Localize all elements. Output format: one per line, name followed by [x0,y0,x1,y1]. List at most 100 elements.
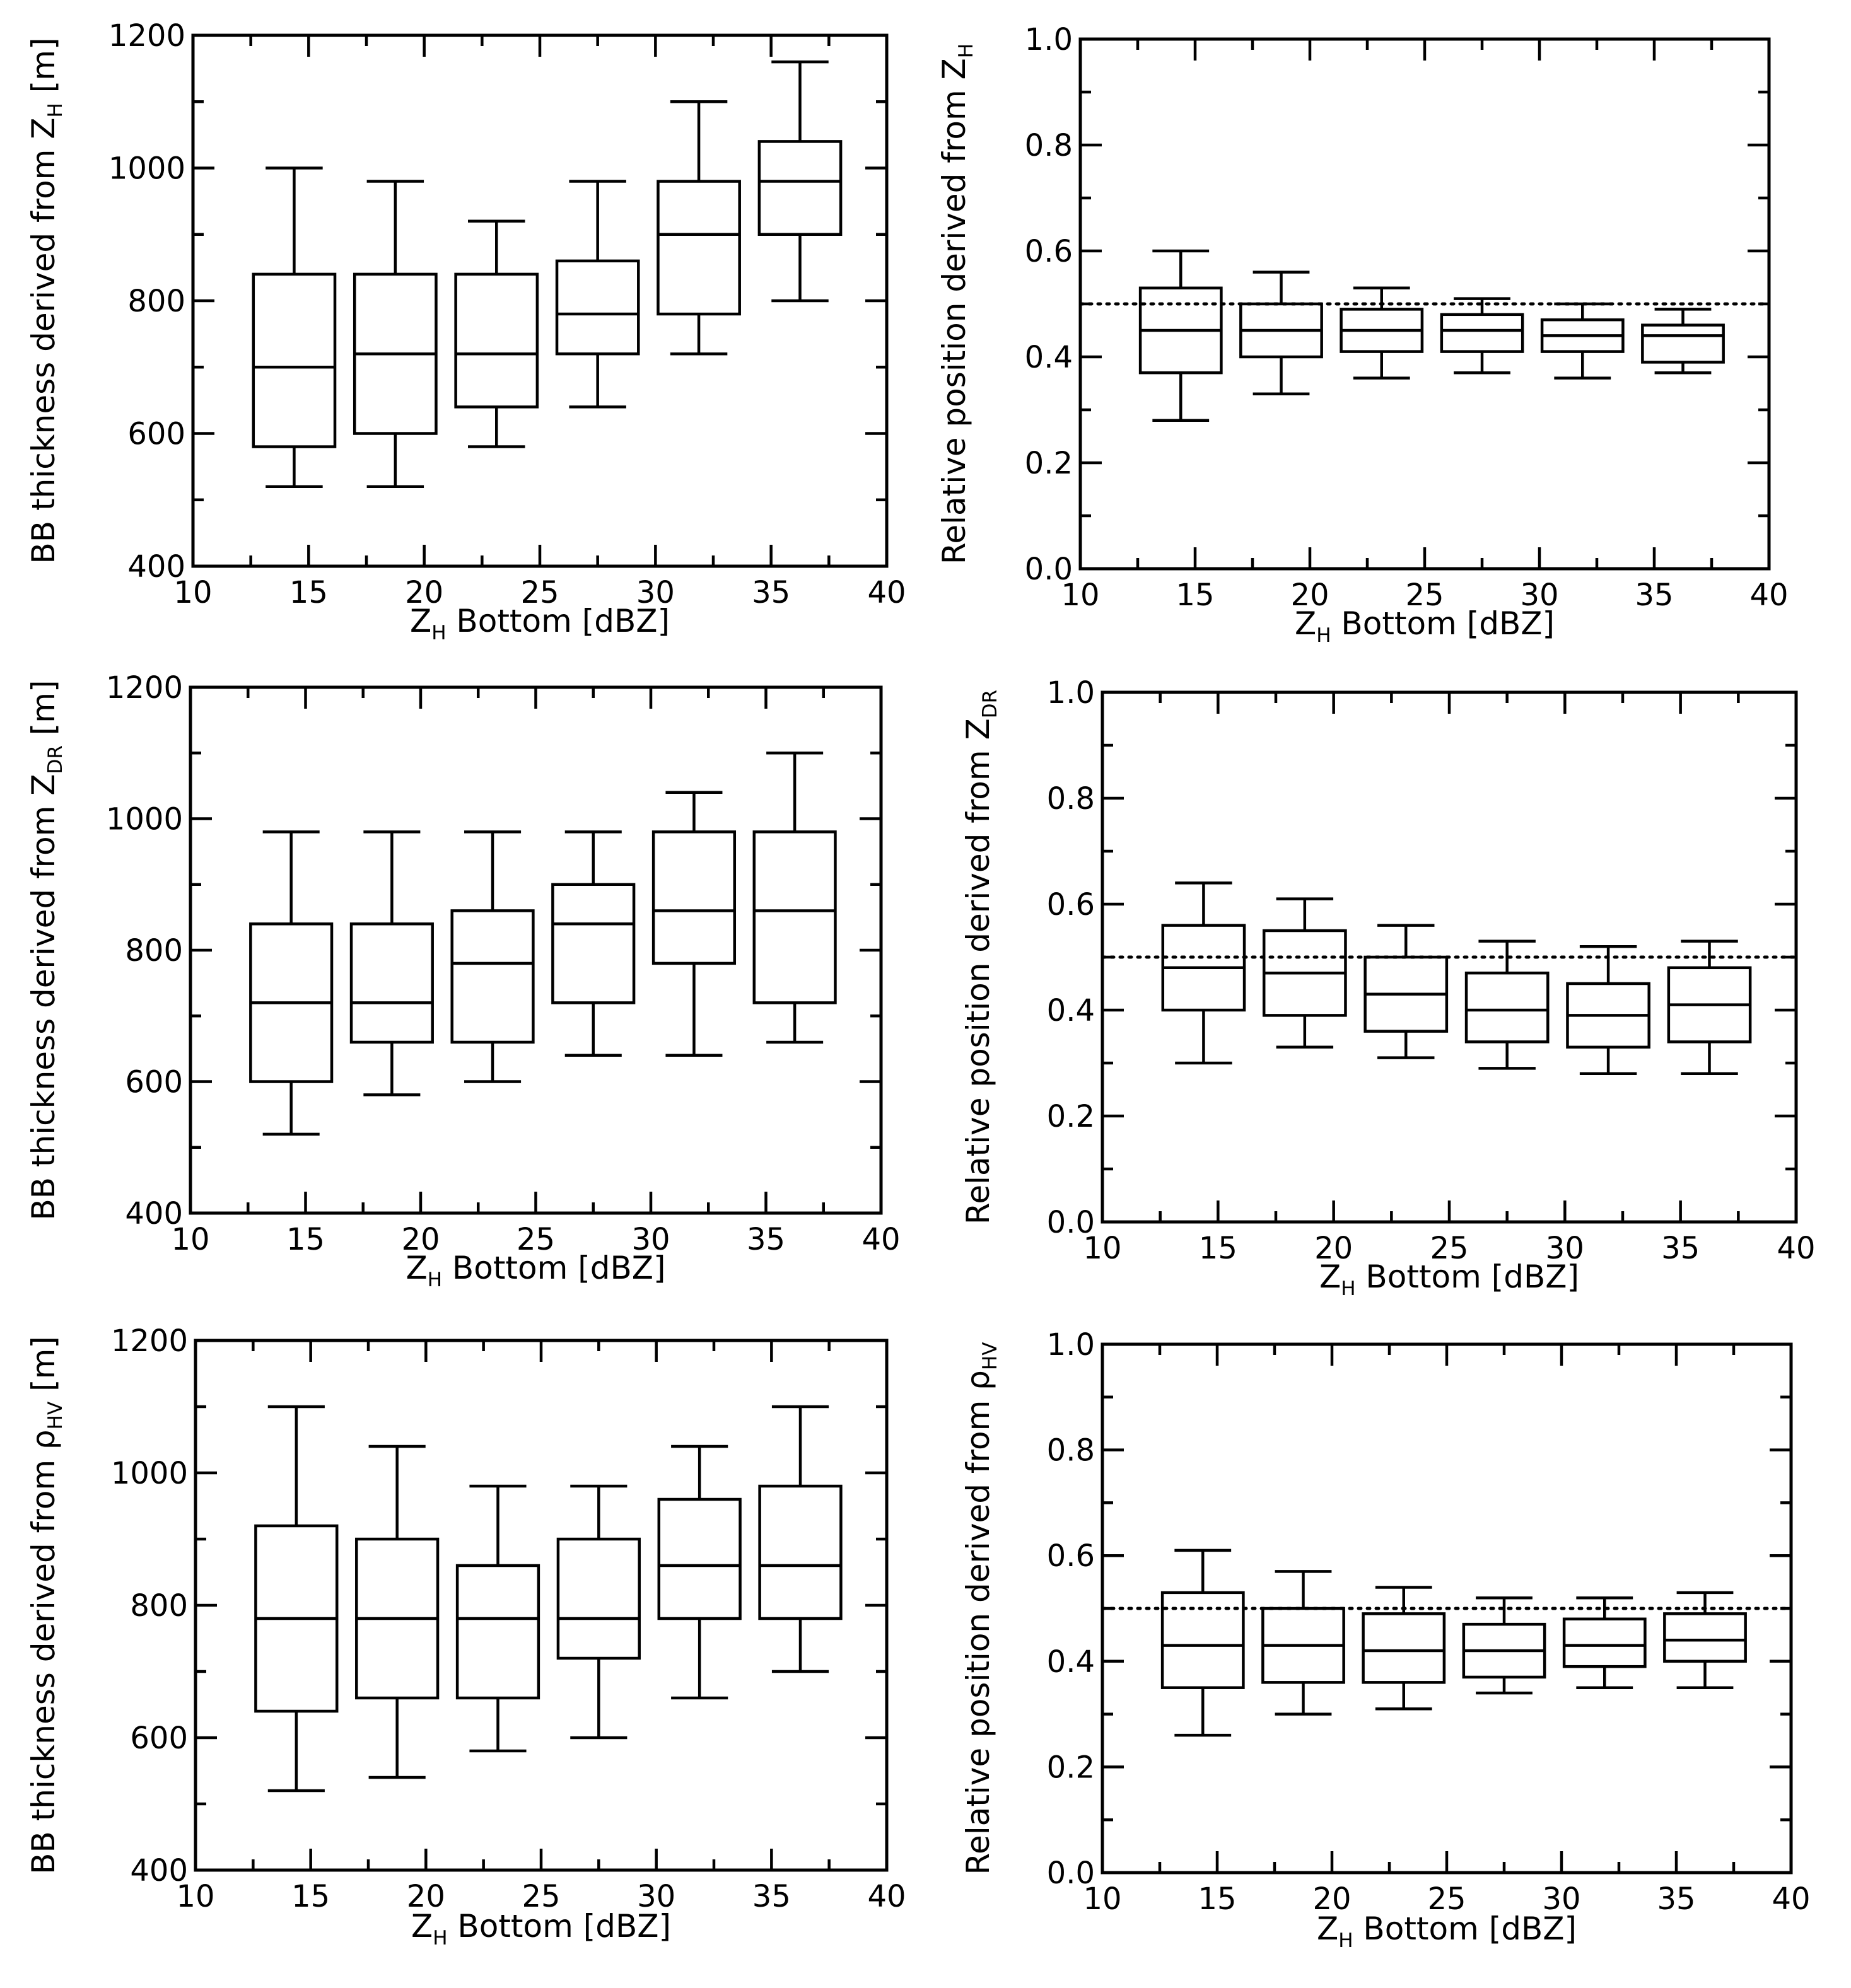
y-tick-label: 600 [125,1065,183,1100]
x-tick-label: 10 [173,575,212,610]
relative-position-zdr-panel: 0.0 0.2 0.4 0.6 0.8 1.0 10 15 20 25 30 35 40 ZH Botto… [960,675,1816,1300]
y-tick-label: 400 [127,549,185,584]
box-plot [353,180,438,488]
box-plot [758,1405,843,1673]
y-tick-label: 400 [125,1196,183,1231]
x-tick-label: 35 [1657,1881,1695,1917]
x-tick-label: 10 [1083,1231,1121,1266]
x-tick-label: 30 [1546,1231,1584,1266]
x-tick-label: 25 [522,1879,560,1914]
x-tick-label: 20 [1312,1881,1351,1917]
x-tick-label: 20 [407,1879,445,1914]
x-axis-label-unit: Bottom [dBZ] [447,603,670,639]
x-axis-label: ZH Bottom [dBZ] [406,1250,665,1291]
iqr-box [758,1484,843,1620]
y-axis-label: BB thickness derived from ZH [m] [25,38,67,564]
y-axis-label-subscript: H [955,44,978,58]
y-tick-label: 600 [130,1721,188,1756]
iqr-box [1160,1591,1245,1689]
y-tick-label: 800 [127,284,185,319]
y-tick-label: 0.0 [1025,552,1073,587]
y-axis-label-subscript: H [44,103,67,117]
y-axis-label: Relative position derived from ZH [936,44,978,564]
x-tick-label: 20 [1314,1231,1353,1266]
box-plot [1464,939,1550,1070]
x-axis-label-subscript: H [433,1927,447,1950]
box-plot [1440,297,1524,375]
y-tick-label: 800 [130,1588,188,1624]
y-axis-label-unit: [m] [25,1336,62,1402]
y-axis-label-main: Relative position derived from Z [960,718,996,1224]
box-plot [249,830,334,1136]
y-axis-label: BB thickness derived from ρHV [m] [25,1336,67,1875]
y-tick-label: 0.8 [1047,1433,1095,1468]
x-tick-label: 30 [637,1879,675,1914]
x-tick-label: 15 [1199,1231,1237,1266]
y-axis-label-main: BB thickness derived from Z [25,117,62,564]
y-axis-label: Relative position derived from ZDR [960,690,1001,1224]
box-plot [254,1405,339,1793]
y-tick-label: 1.0 [1047,675,1095,711]
x-tick-label: 25 [1427,1881,1466,1917]
box-plot [1239,270,1323,396]
x-axis-label-unit: Bottom [dBZ] [448,1908,672,1944]
y-tick-label: 1.0 [1047,1327,1095,1363]
y-tick-label: 1000 [111,1456,188,1491]
y-axis-label-subscript: HV [979,1342,1001,1371]
y-axis-label-subscript: DR [44,745,67,774]
iqr-box [1641,323,1725,364]
box-plot [1362,1586,1446,1711]
box-plot [1641,308,1725,375]
y-axis-label-unit: [m] [25,680,62,745]
x-tick-label: 40 [861,1222,900,1257]
x-tick-label: 15 [291,1879,330,1914]
x-tick-label: 30 [1542,1881,1580,1917]
x-tick-label: 30 [636,575,675,610]
x-tick-label: 20 [1290,578,1329,613]
x-tick-label: 15 [289,575,328,610]
x-axis-label-subscript: H [1338,1929,1353,1952]
box-plot [1340,286,1424,380]
x-axis-label-subscript: H [431,622,446,644]
relative-position-rhohv-panel: 0.0 0.2 0.4 0.6 0.8 1.0 10 15 20 25 30 35 40 ZH Botto… [960,1327,1811,1952]
iqr-box [252,272,337,448]
box-plot [1562,1596,1647,1689]
x-tick-label: 20 [401,1222,440,1257]
y-axis-label-main: BB thickness derived from Z [25,774,62,1221]
iqr-box [450,909,535,1044]
x-tick-label: 35 [1635,578,1673,613]
box-plot [657,100,741,356]
box-plot [1667,939,1752,1076]
iqr-box [757,140,843,236]
y-tick-label: 0.2 [1025,446,1073,481]
box-plot [555,180,640,409]
y-tick-label: 1000 [106,802,183,837]
iqr-box [556,1537,641,1660]
x-tick-label: 15 [1198,1881,1236,1917]
box-plot [1138,249,1223,422]
y-tick-label: 0.4 [1047,1644,1095,1680]
x-tick-label: 15 [286,1222,325,1257]
x-axis-label: ZH Bottom [dBZ] [410,603,670,644]
y-tick-label: 0.6 [1047,887,1095,922]
x-axis-label-main: Z [406,1250,427,1286]
box-plot [556,1484,641,1740]
y-tick-label: 1200 [111,1323,188,1359]
x-tick-label: 10 [1083,1881,1121,1917]
x-axis-label-subscript: H [1341,1277,1355,1300]
iqr-box [752,830,837,1004]
box-plot [1363,924,1449,1059]
y-tick-label: 400 [130,1853,188,1888]
box-plot [1160,1549,1245,1737]
y-tick-label: 1200 [106,670,183,706]
x-axis-label-unit: Bottom [dBZ] [1331,605,1555,642]
x-tick-label: 40 [867,575,906,610]
y-tick-label: 0.6 [1025,234,1073,269]
box-plot [1566,945,1650,1076]
y-axis-label-subscript: DR [979,690,1001,718]
iqr-box [1562,1617,1647,1668]
y-tick-label: 800 [125,933,183,968]
x-tick-label: 15 [1176,578,1214,613]
box-plot [349,830,434,1096]
y-tick-label: 0.6 [1047,1538,1095,1574]
